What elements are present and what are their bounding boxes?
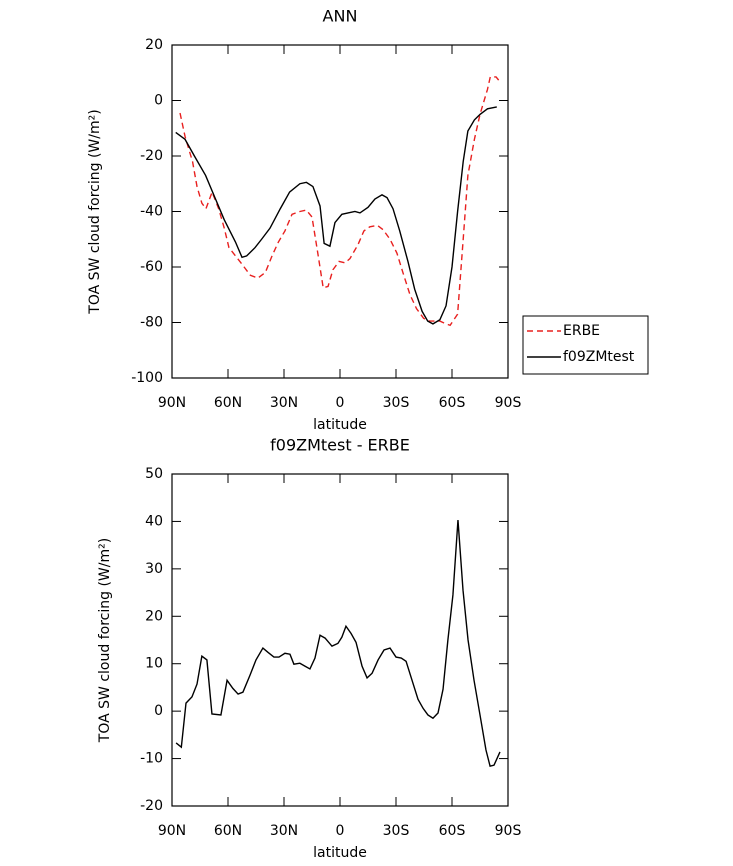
x-axis-label: latitude: [313, 417, 367, 433]
x-tick-label: 60S: [439, 823, 466, 839]
y-axis-label: TOA SW cloud forcing (W/m²): [97, 538, 113, 743]
y-axis-label: TOA SW cloud forcing (W/m²): [87, 109, 103, 314]
x-tick-label: 60N: [214, 395, 242, 411]
y-tick-label: -20: [140, 148, 163, 164]
data-line: [179, 76, 502, 327]
x-axis-label: latitude: [313, 845, 367, 861]
y-tick-label: 0: [154, 93, 163, 109]
y-tick-label: -100: [131, 370, 163, 386]
data-line: [175, 519, 501, 768]
x-tick-label: 90S: [495, 395, 522, 411]
y-tick-label: -20: [140, 798, 163, 814]
x-tick-label: 90N: [158, 395, 186, 411]
chart-title: ANN: [323, 7, 358, 26]
legend-label: ERBE: [563, 323, 600, 339]
plot-frame: [171, 44, 509, 379]
y-tick-label: 10: [145, 656, 163, 672]
plot-frame: [171, 473, 509, 807]
x-tick-label: 30S: [383, 823, 410, 839]
x-tick-label: 90N: [158, 823, 186, 839]
y-tick-label: 50: [145, 466, 163, 482]
x-tick-label: 60S: [439, 395, 466, 411]
x-tick-label: 30N: [270, 823, 298, 839]
x-tick-label: 0: [336, 823, 345, 839]
y-tick-label: -10: [140, 751, 163, 767]
y-tick-label: 20: [145, 608, 163, 624]
x-tick-label: 60N: [214, 823, 242, 839]
y-tick-label: 0: [154, 703, 163, 719]
y-tick-label: 40: [145, 513, 163, 529]
y-tick-label: 20: [145, 37, 163, 53]
x-tick-label: 30S: [383, 395, 410, 411]
x-tick-label: 0: [336, 395, 345, 411]
legend-box: [522, 315, 649, 375]
chart-title: f09ZMtest - ERBE: [270, 436, 410, 455]
x-tick-label: 30N: [270, 395, 298, 411]
legend-label: f09ZMtest: [563, 349, 635, 365]
x-tick-label: 90S: [495, 823, 522, 839]
y-tick-label: -80: [140, 315, 163, 331]
y-tick-label: -40: [140, 204, 163, 220]
y-tick-label: -60: [140, 259, 163, 275]
y-tick-label: 30: [145, 561, 163, 577]
data-line: [175, 106, 497, 325]
